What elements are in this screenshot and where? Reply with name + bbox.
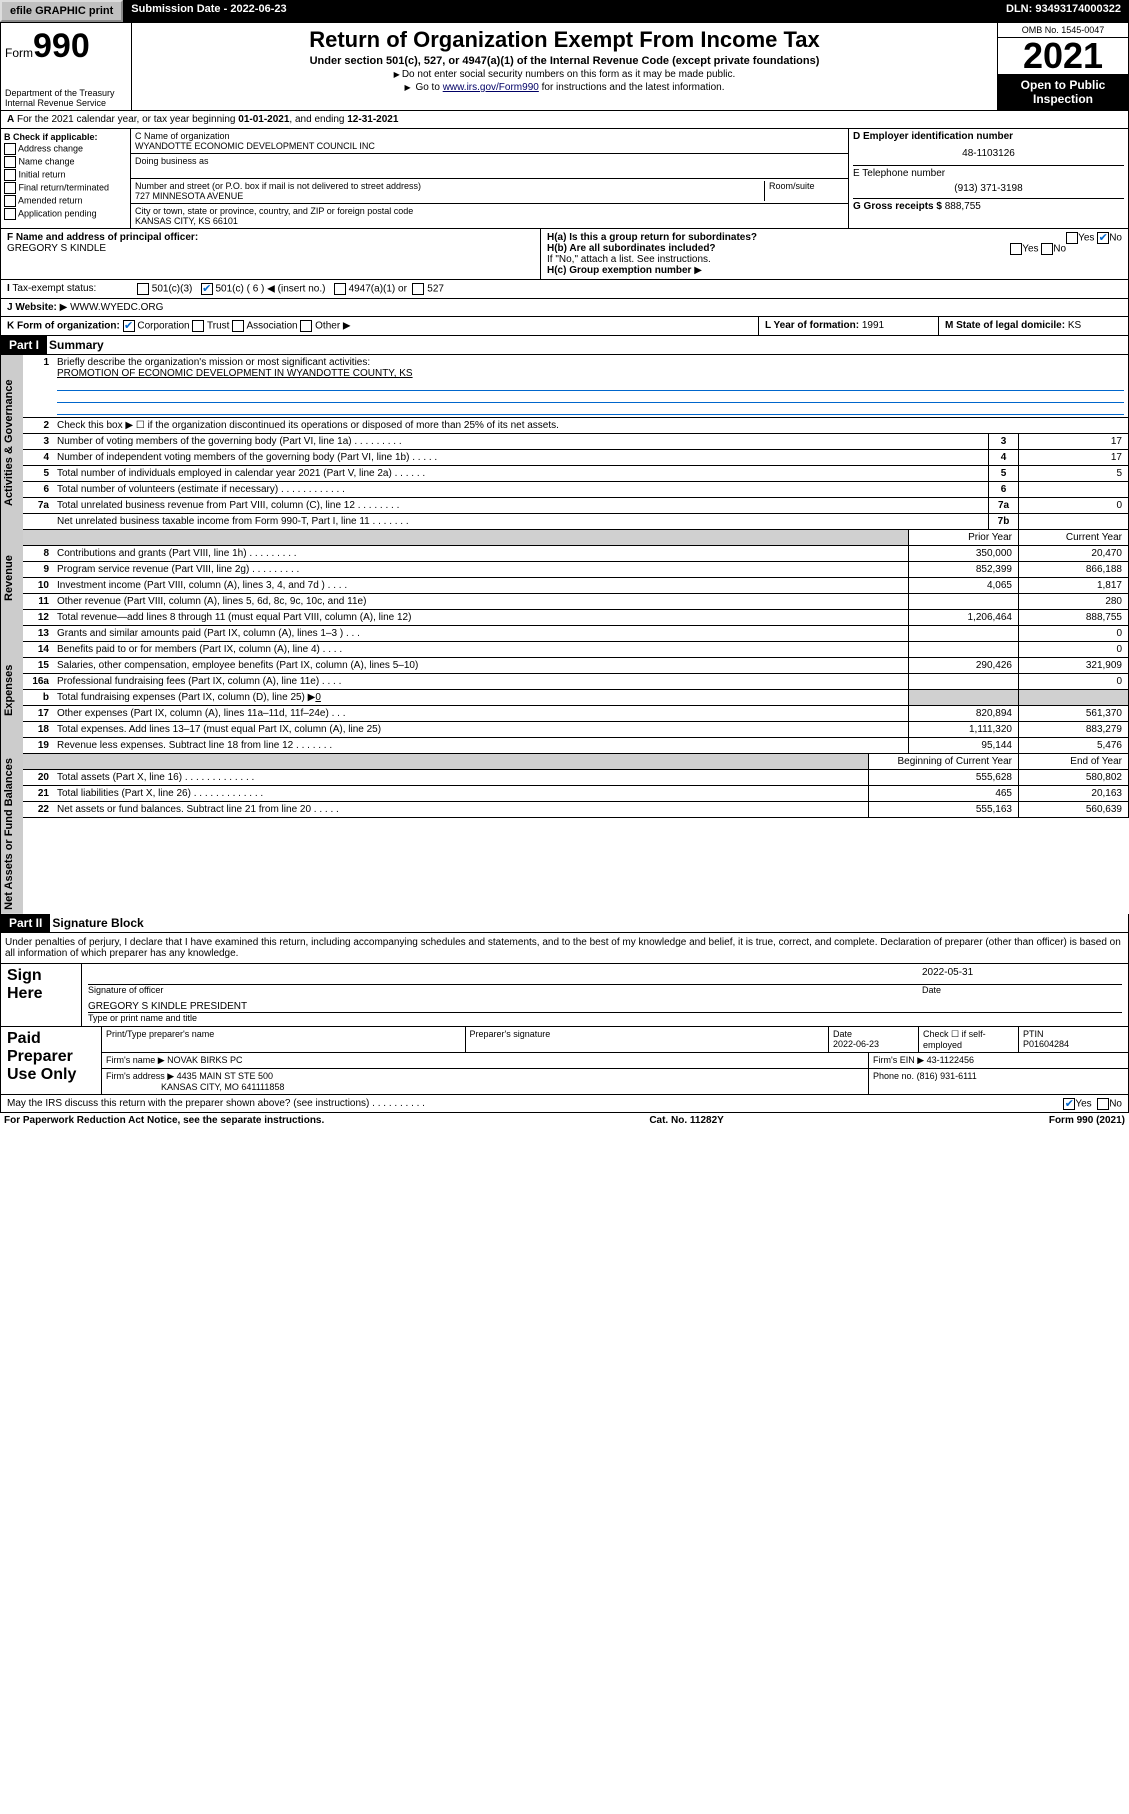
street: 727 MINNESOTA AVENUE (135, 191, 764, 201)
tab-expenses: Expenses (1, 626, 23, 754)
ein: 48-1103126 (853, 148, 1124, 159)
org-info-block: B Check if applicable: Address change Na… (0, 129, 1129, 229)
efile-print-button[interactable]: efile GRAPHIC print (0, 0, 123, 22)
topbar: efile GRAPHIC print Submission Date - 20… (0, 0, 1129, 22)
row-i-tax-status: I Tax-exempt status: 501(c)(3) 501(c) ( … (0, 280, 1129, 299)
discuss-row: May the IRS discuss this return with the… (0, 1095, 1129, 1113)
cb-name-change[interactable]: Name change (4, 156, 127, 168)
hb-label: H(b) Are all subordinates included? (547, 243, 716, 254)
discuss-yes-check[interactable] (1063, 1098, 1075, 1110)
officer-name: GREGORY S KINDLE (7, 243, 106, 254)
cb-initial-return[interactable]: Initial return (4, 169, 127, 181)
city-label: City or town, state or province, country… (135, 206, 844, 216)
sign-here-label: Sign Here (1, 964, 81, 1026)
col-b-checkboxes: B Check if applicable: Address change Na… (1, 129, 131, 228)
org-name-label: C Name of organization (135, 131, 844, 141)
sign-date: 2022-05-31 (922, 967, 1122, 985)
cb-address-change[interactable]: Address change (4, 143, 127, 155)
room-label: Room/suite (769, 181, 844, 191)
section-expenses: Expenses 13Grants and similar amounts pa… (0, 626, 1129, 754)
section-governance: Activities & Governance 1 Briefly descri… (0, 355, 1129, 530)
form-title: Return of Organization Exempt From Incom… (136, 27, 993, 53)
firm-name: NOVAK BIRKS PC (167, 1055, 242, 1065)
firm-address: 4435 MAIN ST STE 500 (177, 1071, 273, 1081)
section-revenue: Revenue Prior YearCurrent Year 8Contribu… (0, 530, 1129, 626)
firm-ein: 43-1122456 (927, 1055, 974, 1065)
paid-preparer-label: Paid Preparer Use Only (1, 1027, 101, 1094)
tab-governance: Activities & Governance (1, 355, 23, 530)
form-subtitle: Under section 501(c), 527, or 4947(a)(1)… (136, 55, 993, 67)
paid-preparer-block: Paid Preparer Use Only Print/Type prepar… (0, 1027, 1129, 1095)
part1-header: Part I Summary (0, 336, 1129, 355)
form-ref: Form 990 (2021) (1049, 1115, 1125, 1126)
hb-note: If "No," attach a list. See instructions… (547, 254, 1122, 265)
sign-here-block: Sign Here Signature of officer 2022-05-3… (0, 964, 1129, 1027)
cat-no: Cat. No. 11282Y (649, 1115, 723, 1126)
row-j-website: J Website: ▶ WWW.WYEDC.ORG (0, 299, 1129, 317)
city: KANSAS CITY, KS 66101 (135, 216, 844, 226)
tax-year: 2021 (998, 38, 1128, 74)
self-employed-check[interactable]: Check ☐ if self-employed (918, 1027, 1018, 1052)
dba-label: Doing business as (135, 156, 844, 166)
firm-phone: (816) 931-6111 (917, 1071, 977, 1081)
prep-sig-label: Preparer's signature (465, 1027, 829, 1052)
website: WWW.WYEDC.ORG (70, 302, 163, 313)
phone-label: E Telephone number (853, 168, 1124, 179)
form-header: Form990 Department of the Treasury Inter… (0, 22, 1129, 111)
cb-final-return[interactable]: Final return/terminated (4, 182, 127, 194)
ssn-note: Do not enter social security numbers on … (136, 69, 993, 80)
officer-name-title: GREGORY S KINDLE PRESIDENT (88, 1001, 1122, 1013)
form-number: 990 (33, 27, 90, 65)
ha-label: H(a) Is this a group return for subordin… (547, 232, 757, 243)
footer: For Paperwork Reduction Act Notice, see … (0, 1113, 1129, 1128)
type-name-label: Type or print name and title (88, 1013, 1122, 1023)
irs-link[interactable]: www.irs.gov/Form990 (443, 82, 539, 93)
submission-label: Submission Date - 2022-06-23 (123, 0, 294, 22)
tab-net-assets: Net Assets or Fund Balances (1, 754, 23, 914)
sig-officer-label: Signature of officer (88, 985, 922, 995)
ptin: P01604284 (1023, 1039, 1124, 1049)
section-net-assets: Net Assets or Fund Balances Beginning of… (0, 754, 1129, 914)
cb-amended[interactable]: Amended return (4, 195, 127, 207)
cb-application-pending[interactable]: Application pending (4, 208, 127, 220)
dept-treasury: Department of the Treasury (5, 88, 115, 98)
part2-header: Part II Signature Block (0, 914, 1129, 933)
ein-label: D Employer identification number (853, 131, 1013, 142)
row-k: K Form of organization: Corporation Trus… (0, 317, 1129, 336)
officer-label: F Name and address of principal officer: (7, 232, 198, 243)
discuss-no-check[interactable] (1097, 1098, 1109, 1110)
tab-revenue: Revenue (1, 530, 23, 626)
org-name: WYANDOTTE ECONOMIC DEVELOPMENT COUNCIL I… (135, 141, 844, 151)
instructions-note: Go to www.irs.gov/Form990 for instructio… (136, 82, 993, 93)
row-a-tax-year: A For the 2021 calendar year, or tax yea… (0, 111, 1129, 129)
paperwork-notice: For Paperwork Reduction Act Notice, see … (4, 1115, 324, 1126)
gross-receipts: 888,755 (945, 201, 981, 212)
gross-label: G Gross receipts $ (853, 201, 942, 212)
perjury-declaration: Under penalties of perjury, I declare th… (0, 933, 1129, 964)
dln: DLN: 93493174000322 (998, 0, 1129, 22)
form-word: Form (5, 46, 33, 60)
irs-label: Internal Revenue Service (5, 98, 115, 108)
phone: (913) 371-3198 (853, 183, 1124, 194)
open-inspection: Open to PublicInspection (998, 74, 1128, 110)
date-label: Date (922, 985, 1122, 995)
print-name-label: Print/Type preparer's name (102, 1027, 465, 1052)
hc-label: H(c) Group exemption number (547, 265, 691, 276)
street-label: Number and street (or P.O. box if mail i… (135, 181, 764, 191)
prep-date: 2022-06-23 (833, 1039, 914, 1049)
mission: PROMOTION OF ECONOMIC DEVELOPMENT IN WYA… (57, 368, 413, 379)
row-fh: F Name and address of principal officer:… (0, 229, 1129, 280)
